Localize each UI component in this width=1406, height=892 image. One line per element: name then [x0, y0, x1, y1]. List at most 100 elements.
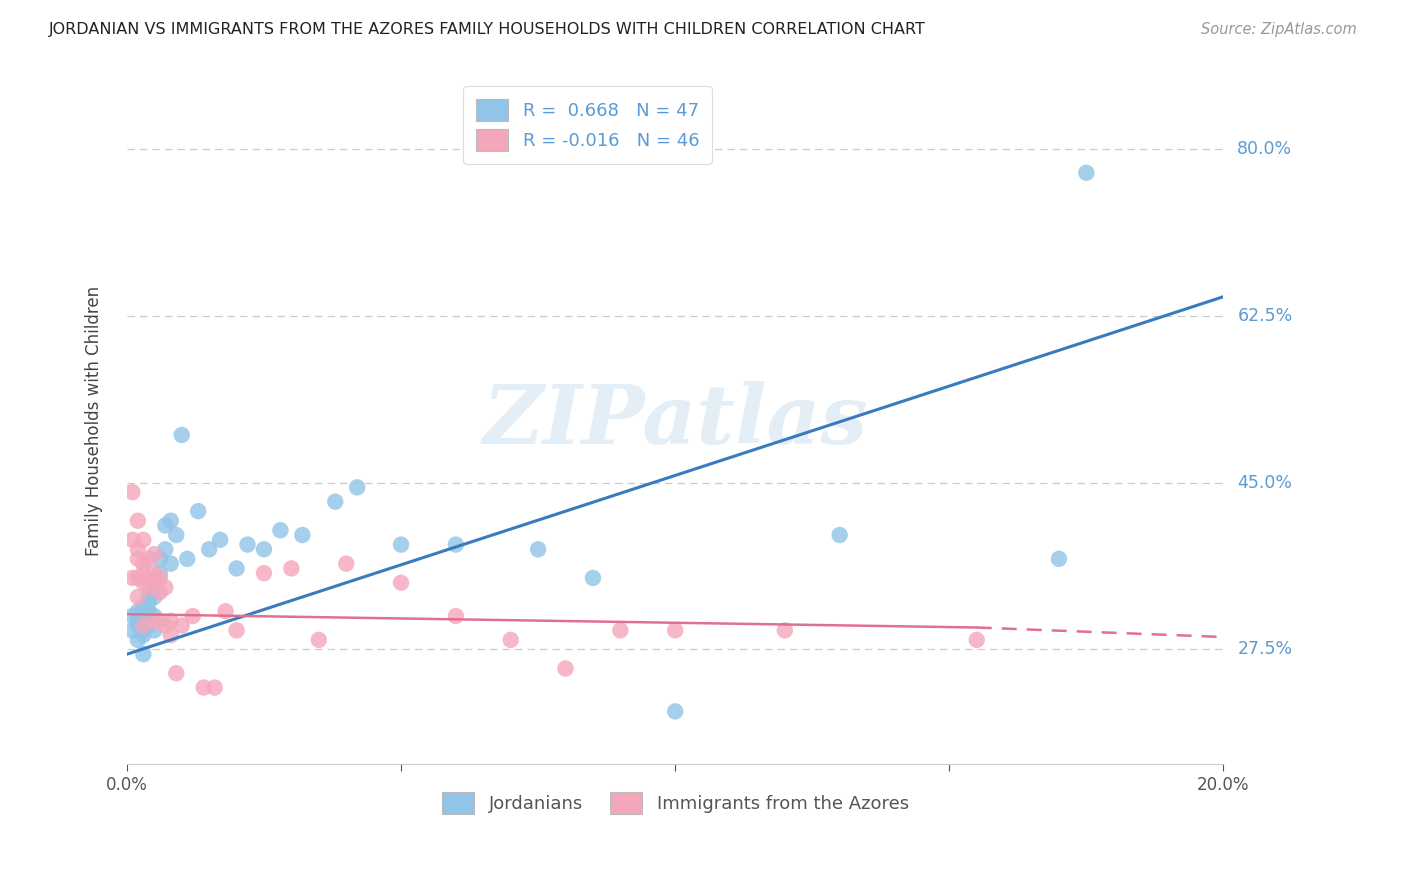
- Point: [773, 624, 796, 638]
- Point: [181, 609, 204, 624]
- Point: [138, 590, 160, 604]
- Text: Source: ZipAtlas.com: Source: ZipAtlas.com: [1201, 22, 1357, 37]
- Point: [132, 533, 155, 547]
- Point: [149, 552, 172, 566]
- Text: 45.0%: 45.0%: [1237, 474, 1292, 491]
- Point: [132, 575, 155, 590]
- Point: [204, 681, 226, 695]
- Point: [138, 604, 160, 618]
- Point: [132, 618, 155, 632]
- Point: [138, 595, 160, 609]
- Point: [132, 599, 155, 614]
- Point: [149, 566, 172, 581]
- Point: [132, 609, 155, 624]
- Point: [308, 632, 330, 647]
- Point: [132, 557, 155, 571]
- Point: [127, 514, 149, 528]
- Point: [127, 614, 149, 628]
- Point: [389, 575, 412, 590]
- Point: [664, 705, 686, 719]
- Point: [444, 609, 467, 624]
- Point: [132, 614, 155, 628]
- Legend: Jordanians, Immigrants from the Azores: Jordanians, Immigrants from the Azores: [433, 783, 918, 823]
- Point: [127, 618, 149, 632]
- Point: [176, 552, 198, 566]
- Point: [127, 571, 149, 585]
- Point: [149, 585, 172, 599]
- Point: [155, 518, 177, 533]
- Point: [138, 581, 160, 595]
- Point: [143, 590, 166, 604]
- Point: [121, 485, 143, 500]
- Point: [253, 566, 276, 581]
- Point: [170, 428, 193, 442]
- Point: [143, 566, 166, 581]
- Point: [138, 552, 160, 566]
- Point: [828, 528, 851, 542]
- Point: [132, 624, 155, 638]
- Point: [280, 561, 302, 575]
- Point: [138, 618, 160, 632]
- Point: [225, 561, 247, 575]
- Point: [214, 604, 236, 618]
- Point: [138, 571, 160, 585]
- Point: [165, 666, 187, 681]
- Point: [269, 523, 291, 537]
- Point: [143, 609, 166, 624]
- Point: [132, 628, 155, 642]
- Text: JORDANIAN VS IMMIGRANTS FROM THE AZORES FAMILY HOUSEHOLDS WITH CHILDREN CORRELAT: JORDANIAN VS IMMIGRANTS FROM THE AZORES …: [49, 22, 927, 37]
- Text: 27.5%: 27.5%: [1237, 640, 1292, 658]
- Point: [335, 557, 357, 571]
- Point: [554, 661, 576, 675]
- Point: [499, 632, 522, 647]
- Point: [143, 575, 166, 590]
- Point: [121, 533, 143, 547]
- Point: [966, 632, 988, 647]
- Point: [209, 533, 232, 547]
- Point: [225, 624, 247, 638]
- Point: [143, 624, 166, 638]
- Point: [149, 614, 172, 628]
- Point: [143, 614, 166, 628]
- Point: [253, 542, 276, 557]
- Point: [127, 542, 149, 557]
- Point: [346, 480, 368, 494]
- Point: [155, 542, 177, 557]
- Text: ZIPatlas: ZIPatlas: [482, 381, 868, 460]
- Point: [159, 557, 181, 571]
- Point: [127, 604, 149, 618]
- Point: [121, 624, 143, 638]
- Point: [609, 624, 631, 638]
- Point: [1076, 166, 1098, 180]
- Point: [132, 566, 155, 581]
- Point: [165, 528, 187, 542]
- Point: [1047, 552, 1070, 566]
- Point: [291, 528, 314, 542]
- Point: [127, 552, 149, 566]
- Point: [187, 504, 209, 518]
- Point: [193, 681, 215, 695]
- Text: 80.0%: 80.0%: [1237, 140, 1292, 158]
- Point: [155, 581, 177, 595]
- Y-axis label: Family Households with Children: Family Households with Children: [86, 285, 103, 556]
- Point: [389, 537, 412, 551]
- Point: [664, 624, 686, 638]
- Point: [127, 632, 149, 647]
- Point: [155, 618, 177, 632]
- Point: [159, 614, 181, 628]
- Text: 62.5%: 62.5%: [1237, 307, 1292, 325]
- Point: [132, 647, 155, 661]
- Point: [143, 575, 166, 590]
- Point: [527, 542, 550, 557]
- Point: [127, 590, 149, 604]
- Point: [159, 514, 181, 528]
- Point: [121, 609, 143, 624]
- Point: [170, 618, 193, 632]
- Point: [159, 628, 181, 642]
- Point: [143, 547, 166, 561]
- Point: [149, 571, 172, 585]
- Point: [323, 494, 346, 508]
- Point: [198, 542, 221, 557]
- Point: [582, 571, 605, 585]
- Point: [236, 537, 259, 551]
